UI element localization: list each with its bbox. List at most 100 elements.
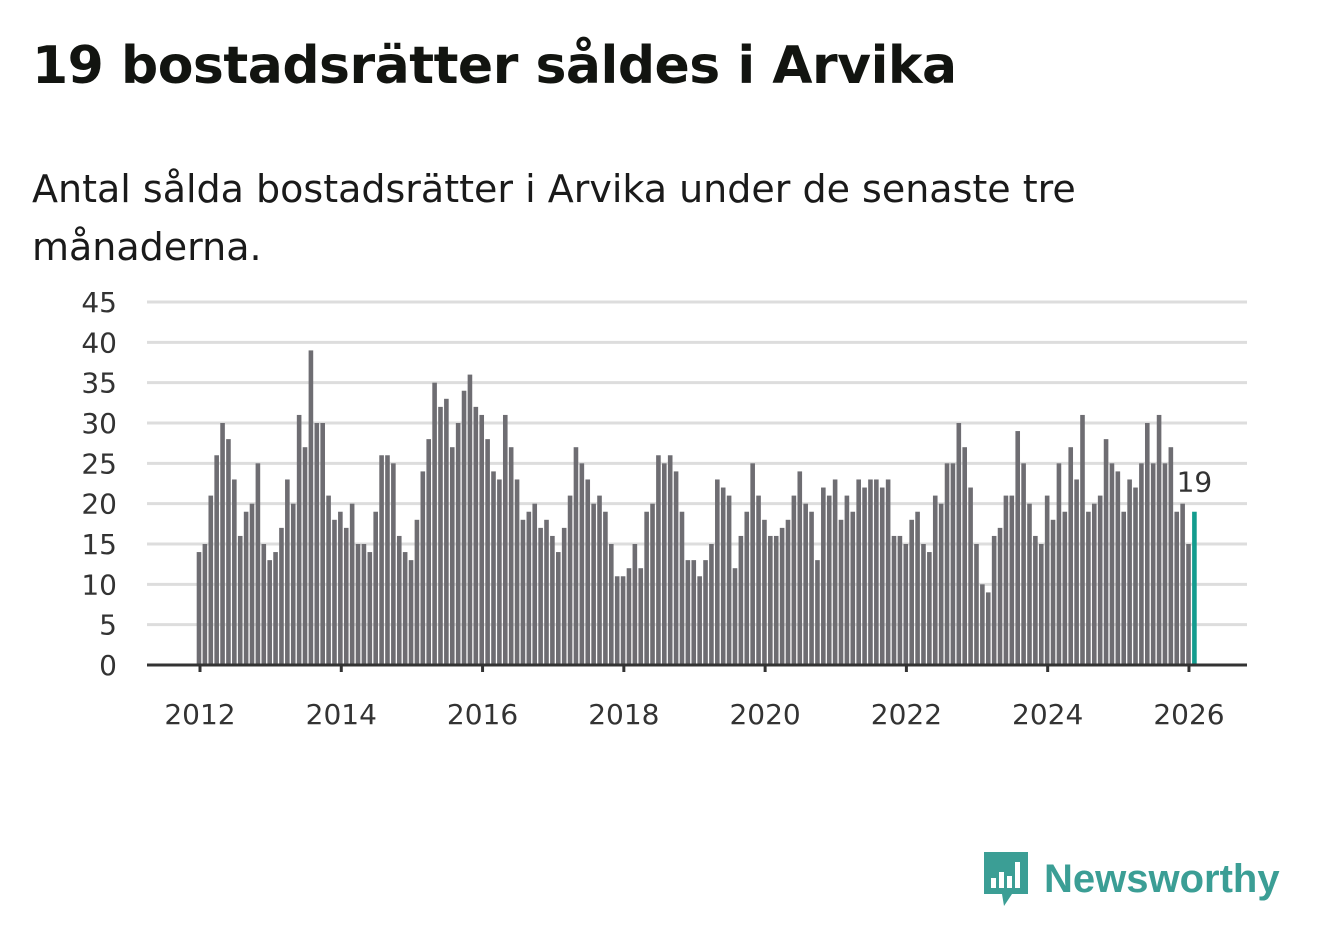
- bar: [379, 455, 384, 665]
- bar: [332, 519, 337, 665]
- highlight-value-label: 19: [1177, 466, 1213, 499]
- bar: [644, 511, 649, 665]
- bar: [650, 503, 655, 665]
- bar: [932, 495, 938, 665]
- bar: [396, 535, 402, 665]
- bar: [302, 447, 308, 665]
- bar: [290, 503, 296, 665]
- bar: [797, 471, 803, 665]
- bar: [614, 576, 620, 665]
- x-tick-label: 2026: [1153, 698, 1224, 731]
- bar: [426, 439, 432, 665]
- bar: [626, 568, 632, 665]
- bar: [485, 439, 490, 665]
- bar: [703, 560, 708, 665]
- bar: [1127, 479, 1132, 665]
- bar: [1003, 495, 1009, 665]
- bar: [773, 535, 779, 665]
- bar: [726, 495, 732, 665]
- bar: [261, 544, 267, 665]
- bar: [226, 439, 231, 665]
- bar: [1021, 463, 1026, 665]
- bar: [891, 535, 897, 665]
- chart-title: 19 bostadsrätter såldes i Arvika: [32, 36, 957, 96]
- x-tick-label: 2014: [306, 698, 377, 731]
- bar: [355, 544, 361, 665]
- y-tick-label: 10: [81, 568, 117, 601]
- bar: [432, 382, 437, 665]
- y-tick-label: 40: [81, 326, 117, 359]
- bar: [473, 406, 479, 665]
- bar: [385, 455, 390, 665]
- bar: [308, 350, 314, 665]
- bar: [915, 511, 920, 665]
- chart-subtitle: Antal sålda bostadsrätter i Arvika under…: [32, 167, 1076, 269]
- bar: [803, 503, 808, 665]
- bar: [232, 479, 237, 665]
- bar: [762, 519, 767, 665]
- bar: [320, 423, 325, 665]
- bar: [991, 535, 997, 665]
- bar: [249, 503, 255, 665]
- bar: [662, 463, 667, 665]
- x-tick-label: 2022: [871, 698, 942, 731]
- bar: [349, 503, 355, 665]
- bar: [944, 463, 950, 665]
- bar: [832, 479, 838, 665]
- newsworthy-logo: Newsworthy: [982, 850, 1280, 908]
- bar: [196, 552, 202, 665]
- bar: [691, 560, 697, 665]
- bar: [874, 479, 879, 665]
- bar: [885, 479, 891, 665]
- bar: [838, 519, 844, 665]
- bar: [897, 535, 903, 665]
- bar: [491, 471, 496, 665]
- bar: [449, 447, 455, 665]
- bar: [844, 495, 850, 665]
- bar: [514, 479, 520, 665]
- bar: [1133, 487, 1138, 665]
- bar: [620, 576, 626, 665]
- newsworthy-bar-chart-icon: [984, 852, 1028, 906]
- bar: [720, 487, 726, 665]
- bar: [744, 511, 750, 665]
- bar: [685, 560, 691, 665]
- bar: [1050, 519, 1056, 665]
- y-tick-label: 45: [81, 286, 117, 319]
- bar: [962, 447, 967, 665]
- bar: [826, 495, 832, 665]
- y-tick-label: 15: [81, 528, 117, 561]
- x-tick-label: 2016: [447, 698, 518, 731]
- bar: [444, 398, 449, 665]
- bar: [673, 471, 679, 665]
- bar: [974, 544, 979, 665]
- y-tick-label: 30: [81, 407, 117, 440]
- bar: [1009, 495, 1015, 665]
- bar: [296, 414, 302, 665]
- bar: [697, 576, 702, 665]
- bar: [709, 544, 714, 665]
- bar: [779, 527, 785, 665]
- bar: [850, 511, 856, 665]
- bar: [273, 552, 278, 665]
- bar: [1015, 431, 1021, 665]
- bar: [1162, 463, 1168, 665]
- bar: [579, 463, 585, 665]
- bar: [856, 479, 861, 665]
- bar: [667, 455, 673, 665]
- bar: [1097, 495, 1103, 665]
- bar: [1174, 511, 1180, 665]
- bar: [567, 495, 573, 665]
- bar: [414, 519, 420, 665]
- bar: [1109, 463, 1115, 665]
- bar: [202, 544, 208, 665]
- bar: [338, 511, 343, 665]
- bar: [420, 471, 426, 665]
- bar: [1074, 479, 1079, 665]
- bar: [1068, 447, 1074, 665]
- bar: [768, 535, 773, 665]
- bar: [732, 568, 738, 665]
- bar: [927, 552, 932, 665]
- bar: [997, 527, 1003, 665]
- bar: [756, 495, 761, 665]
